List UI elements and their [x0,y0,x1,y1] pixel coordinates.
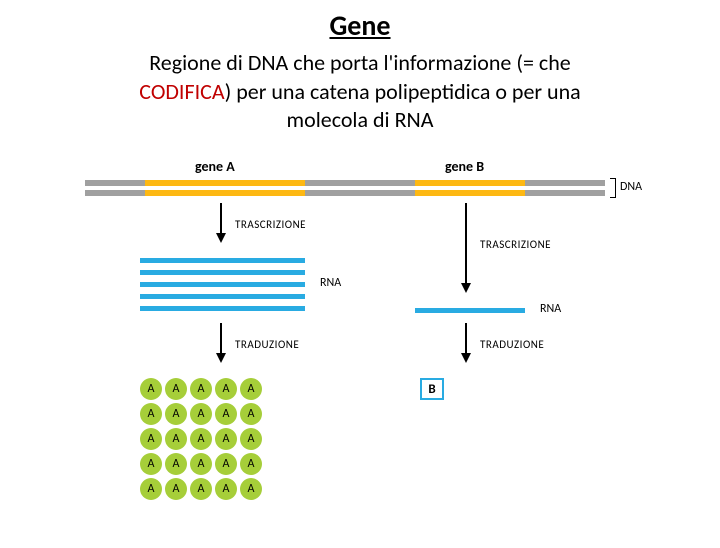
protein-a-grid: AAAAAAAAAAAAAAAAAAAAAAAAA [140,378,262,500]
subtitle-line2-rest: ) per una catena polipeptidica o per una [225,78,581,105]
page-title: Gene [0,8,720,43]
codifica-word: CODIFICA [139,78,224,105]
protein-a-unit: A [165,403,187,425]
gene-b-label: gene B [445,158,484,175]
translation-arrow-a-head [216,353,226,363]
subtitle-line1: Regione di DNA che porta l'informazione … [149,49,570,76]
transcription-arrow-a-line [220,203,222,235]
protein-a-unit: A [190,403,212,425]
subtitle-block: Regione di DNA che porta l'informazione … [0,49,720,135]
translation-arrow-b-head [461,353,471,363]
protein-a-unit: A [190,453,212,475]
protein-a-unit: A [240,378,262,400]
protein-a-unit: A [215,428,237,450]
protein-a-unit: A [165,428,187,450]
rna-b-copy [415,308,525,313]
protein-a-unit: A [190,378,212,400]
protein-a-unit: A [140,478,162,500]
protein-a-unit: A [240,453,262,475]
rna-a-copy-5 [140,306,305,311]
translation-arrow-a-line [220,323,222,355]
protein-a-unit: A [165,478,187,500]
subtitle-line3: molecola di RNA [287,106,434,133]
protein-a-unit: A [215,453,237,475]
gene-a-region-strand1 [145,180,305,186]
gene-diagram: gene A gene B DNA TRASCRIZIONE TRASCRIZIONE R… [85,158,645,528]
protein-a-unit: A [215,378,237,400]
protein-a-unit: A [140,428,162,450]
rna-a-copy-2 [140,270,305,275]
gene-b-region-strand1 [415,180,525,186]
rna-a-copy-3 [140,282,305,287]
protein-a-unit: A [165,378,187,400]
transcription-arrow-b-label: TRASCRIZIONE [480,238,551,251]
transcription-arrow-b-line [465,203,467,285]
rna-a-copy-1 [140,258,305,263]
translation-arrow-b-label: TRADUZIONE [480,338,544,351]
protein-a-unit: A [240,428,262,450]
protein-a-unit: A [215,403,237,425]
transcription-arrow-a-label: TRASCRIZIONE [235,218,306,231]
protein-a-unit: A [190,478,212,500]
transcription-arrow-a-head [216,233,226,243]
rna-a-label: RNA [320,276,341,290]
rna-a-copy-4 [140,294,305,299]
protein-a-unit: A [140,403,162,425]
protein-a-unit: A [215,478,237,500]
translation-arrow-b-line [465,323,467,355]
protein-a-unit: A [240,403,262,425]
protein-a-unit: A [140,453,162,475]
protein-a-unit: A [190,428,212,450]
protein-a-unit: A [140,378,162,400]
dna-label: DNA [620,180,642,194]
gene-a-region-strand2 [145,190,305,196]
gene-b-region-strand2 [415,190,525,196]
rna-b-label: RNA [540,302,561,316]
protein-a-unit: A [240,478,262,500]
protein-a-unit: A [165,453,187,475]
translation-arrow-a-label: TRADUZIONE [235,338,299,351]
protein-b-box: B [420,378,444,400]
transcription-arrow-b-head [461,283,471,293]
dna-bracket [610,178,616,198]
gene-a-label: gene A [195,158,235,175]
